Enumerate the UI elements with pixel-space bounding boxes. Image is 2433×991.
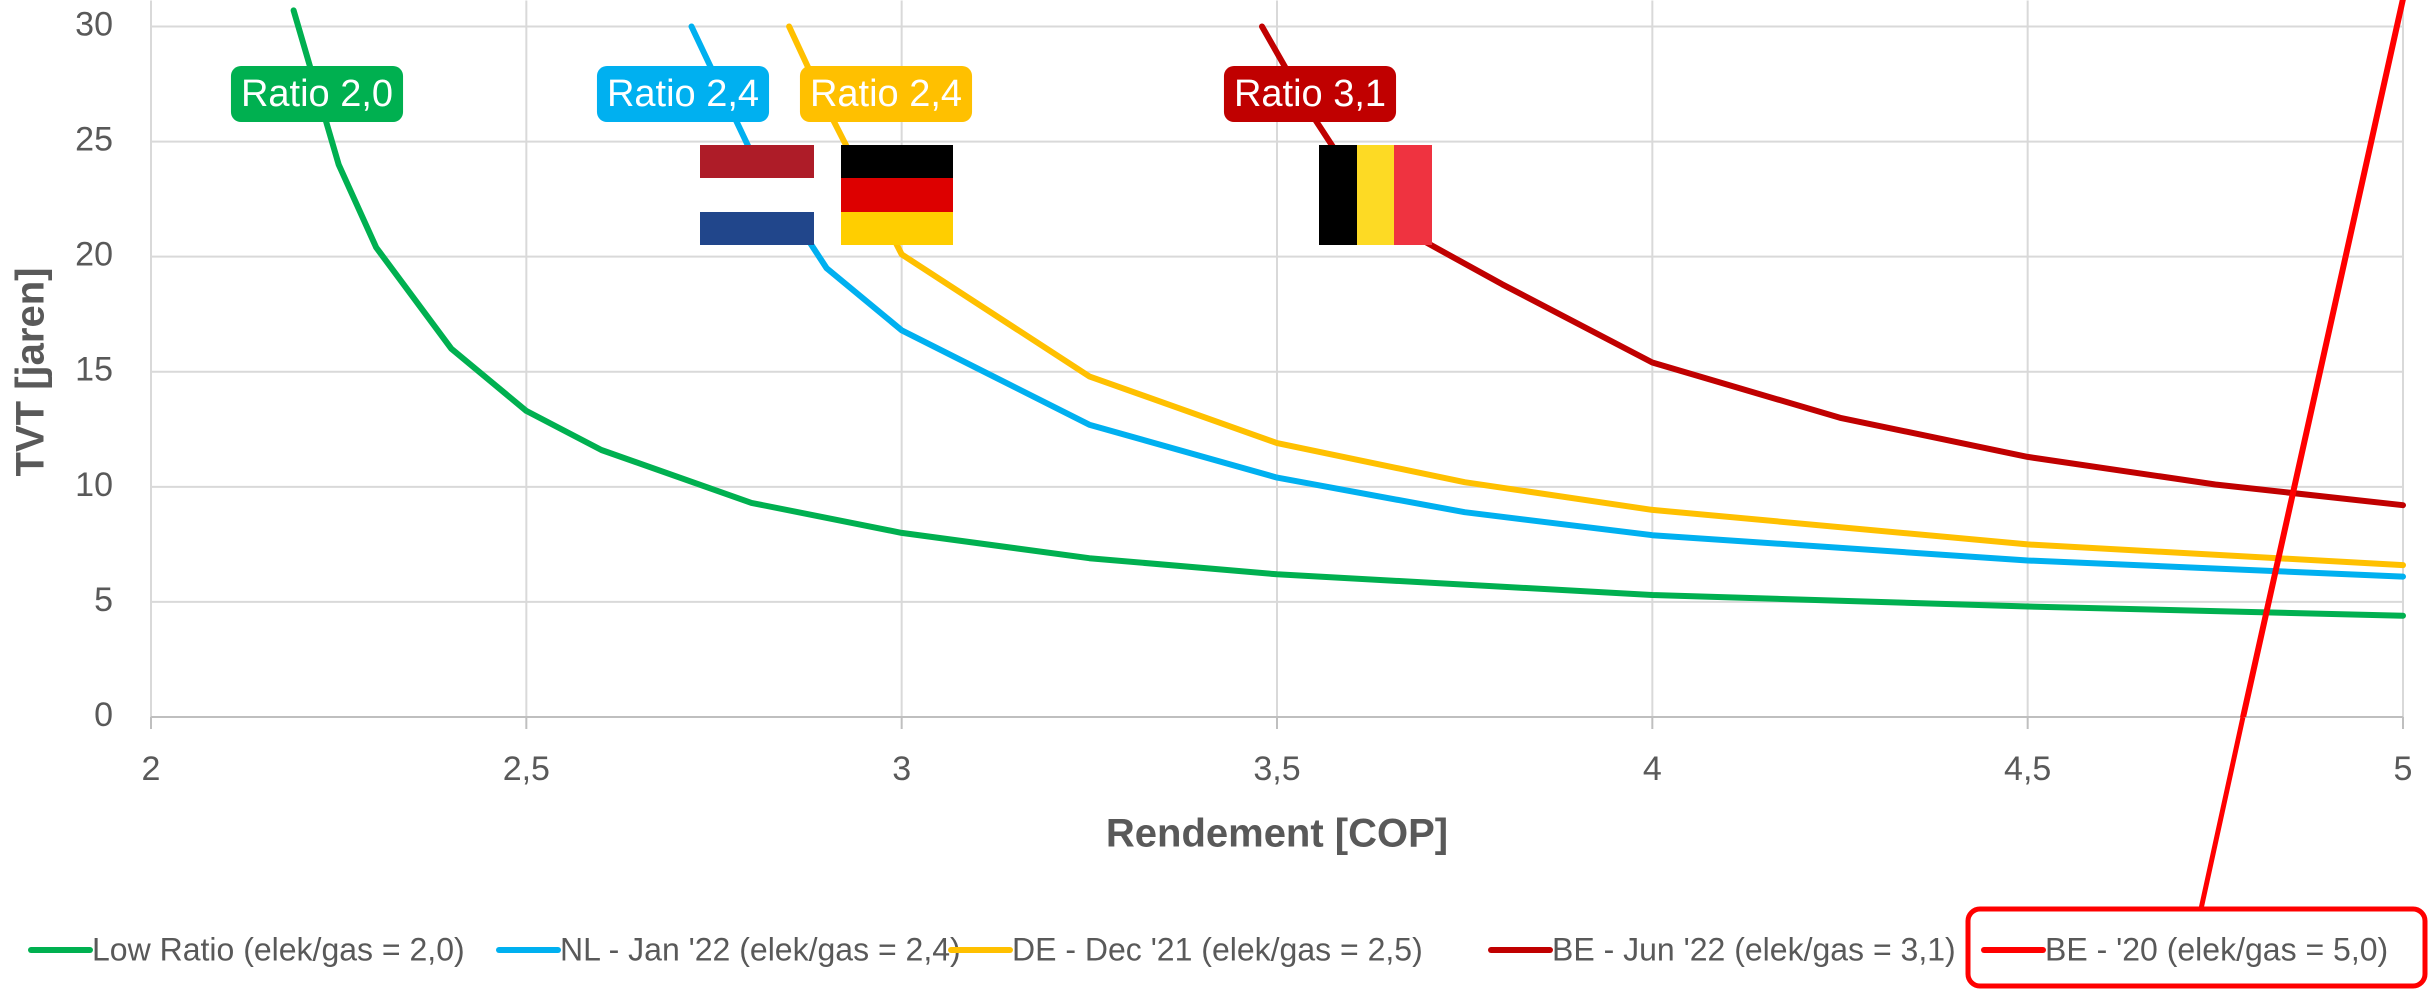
series-line (786, 23, 2406, 569)
annotation-box (799, 66, 973, 122)
legend-highlight (1965, 906, 2428, 989)
legend: Low Ratio (elek/gas = 2,0) NL - Jan '22 (… (28, 931, 2388, 967)
connector (2198, 716, 2246, 910)
flag-de (841, 145, 953, 245)
x-tick-label: 2 (142, 750, 161, 788)
x-tick-label: 3 (892, 750, 911, 788)
y-tick-label: 25 (75, 121, 113, 159)
series-line (1259, 23, 2406, 509)
legend-label: Low Ratio (elek/gas = 2,0) (92, 931, 465, 967)
y-tick-label: 0 (94, 696, 113, 734)
y-tick-label: 30 (75, 5, 113, 43)
series-line (2240, 0, 2406, 717)
legend-label: DE - Dec '21 (elek/gas = 2,5) (1012, 931, 1423, 967)
x-tick-label: 2,5 (503, 750, 550, 788)
y-tick-label: 10 (75, 466, 113, 504)
series-line (290, 7, 2406, 619)
x-tick-label: 3,5 (1253, 750, 1300, 788)
legend-label: BE - Jun '22 (elek/gas = 3,1) (1552, 931, 1956, 967)
annotation-box (230, 66, 404, 122)
annotation-text: Ratio 2,0 (241, 73, 393, 115)
y-axis-title: TVT [jaren] (9, 268, 53, 477)
annotation-text: Ratio 3,1 (1234, 73, 1386, 115)
annotation-text: Ratio 2,4 (810, 73, 962, 115)
annotations: Ratio 2,0 Ratio 2,4 Ratio 2,4 Ratio 3,1 (230, 66, 1397, 122)
y-tick-label: 15 (75, 351, 113, 389)
flag-nl (700, 145, 814, 245)
annotation-box (1223, 66, 1397, 122)
x-axis-title: Rendement [COP] (1106, 812, 1448, 856)
x-tick-label: 5 (2394, 750, 2413, 788)
annotation-text: Ratio 2,4 (607, 73, 759, 115)
flag-be (1319, 145, 1432, 245)
legend-label: NL - Jan '22 (elek/gas = 2,4) (560, 931, 961, 967)
legend-label: BE - '20 (elek/gas = 5,0) (2045, 931, 2388, 967)
y-tick-label: 20 (75, 236, 113, 274)
x-tick-label: 4 (1643, 750, 1662, 788)
annotation-box (596, 66, 770, 122)
x-tick-label: 4,5 (2004, 750, 2051, 788)
y-tick-label: 5 (94, 581, 113, 619)
